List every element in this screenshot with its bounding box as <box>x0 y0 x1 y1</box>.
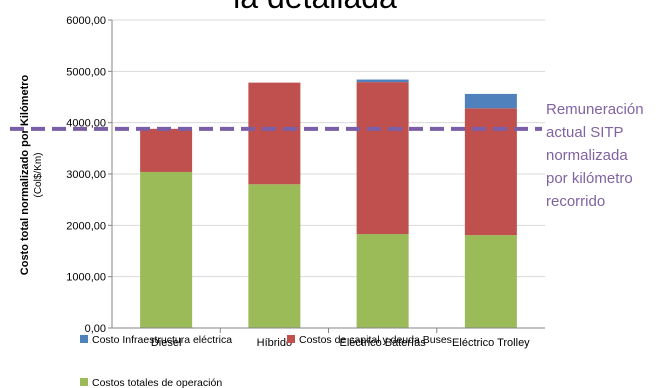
x-tick-label: Híbrido <box>257 337 292 349</box>
y-tick-label: 0,00 <box>85 323 106 335</box>
x-tick-label: Eléctrico Baterías <box>340 337 427 349</box>
y-tick-label: 1000,00 <box>66 272 106 284</box>
annotation-line-1: Remuneración <box>546 101 644 118</box>
bar-Eléctrico Baterías-2 <box>356 79 409 83</box>
y-tick-label: 4000,00 <box>66 118 106 130</box>
reference-annotation: Remuneración actual SITP normalizada por… <box>546 101 644 210</box>
x-tick-labels: Diesel Híbrido Eléctrico Baterías Eléctrico… <box>151 337 530 349</box>
bar-Híbrido-1 <box>248 82 301 185</box>
y-tick-label: 2000,00 <box>66 220 106 232</box>
bar-Eléctrico Baterías-0 <box>356 234 409 328</box>
annotation-line-3: normalizada <box>546 147 628 164</box>
bar-Eléctrico Trolley-2 <box>464 93 517 109</box>
bar-Híbrido-0 <box>248 184 301 328</box>
axes <box>108 19 545 333</box>
legend-swatch-capital <box>287 335 295 343</box>
bar-Diesel-1 <box>140 128 193 172</box>
bar-Eléctrico Trolley-0 <box>464 235 517 328</box>
annotation-line-5: recorrido <box>546 193 605 210</box>
y-tick-labels: 0,00 1000,00 2000,00 3000,00 4000,00 5000,00 6… <box>66 15 106 335</box>
x-tick-label: Diesel <box>151 337 182 349</box>
y-tick-label: 6000,00 <box>66 15 106 27</box>
annotation-line-2: actual SITP <box>546 124 624 141</box>
x-tick-label: Eléctrico Trolley <box>452 337 530 349</box>
legend-label-operacion: Costos totales de operación <box>92 377 222 388</box>
bars <box>140 79 517 328</box>
legend: Costo Infraestructura eléctrica Costos d… <box>80 334 452 388</box>
annotation-line-4: por kilómetro <box>546 170 633 187</box>
y-axis-label: Costo total normalizado por Kilómetro <box>19 74 31 275</box>
legend-label-capital: Costos de capital y deuda Buses <box>299 334 452 346</box>
legend-label-infra: Costo Infraestructura eléctrica <box>92 334 232 346</box>
y-axis-title: Costo total normalizado por Kilómetro (C… <box>19 74 44 275</box>
legend-swatch-infra <box>80 335 88 343</box>
y-tick-label: 3000,00 <box>66 169 106 181</box>
bar-Eléctrico Baterías-1 <box>356 82 409 235</box>
y-tick-label: 5000,00 <box>66 66 106 78</box>
legend-swatch-operacion <box>80 378 88 386</box>
bar-Diesel-0 <box>140 171 193 328</box>
y-axis-unit: (Col$/Km) <box>33 152 44 197</box>
chart-heading: la detallada <box>233 0 397 15</box>
